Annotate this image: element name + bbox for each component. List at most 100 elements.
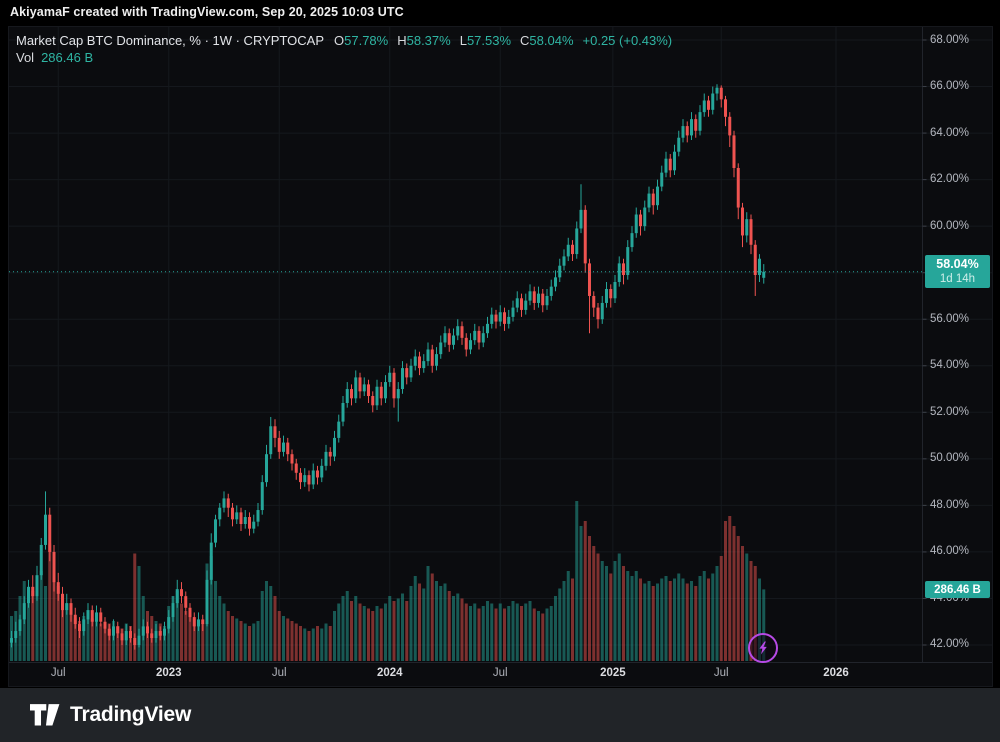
candle-body <box>248 517 251 529</box>
candle-body <box>265 454 268 483</box>
volume-bar <box>452 596 455 661</box>
candle-body <box>163 628 166 636</box>
volume-bar <box>307 631 311 661</box>
volume-bar <box>520 606 523 661</box>
candle-body <box>498 312 502 322</box>
volume-bar <box>605 566 608 661</box>
candle-body <box>175 589 179 604</box>
volume-bar <box>609 573 613 661</box>
volume-bar <box>282 616 285 661</box>
candle-body <box>31 586 35 597</box>
volume-bar <box>260 591 264 661</box>
candle-body <box>222 498 226 508</box>
volume-bar <box>52 553 56 661</box>
candle-body <box>651 193 655 206</box>
volume-bar <box>137 566 141 661</box>
volume-bar <box>719 556 723 661</box>
time-axis-label: 2023 <box>155 667 182 679</box>
candle-body <box>197 619 200 627</box>
volume-bar <box>664 576 668 661</box>
volume-bar <box>494 608 498 661</box>
candle-body <box>515 298 519 308</box>
volume-bar <box>681 578 685 661</box>
volume-legend-row: Vol 286.46 B <box>16 50 672 65</box>
volume-bar <box>724 521 727 661</box>
volume-bar <box>409 586 413 661</box>
volume-bar <box>524 603 528 661</box>
candle-body <box>520 298 523 310</box>
volume-bar <box>668 581 672 661</box>
volume-bar <box>549 606 553 661</box>
volume-axis-badge: 286.46 B <box>925 581 990 598</box>
price-axis-label: 54.00% <box>930 359 970 372</box>
candle-body <box>324 451 328 466</box>
price-axis-label: 48.00% <box>930 498 970 511</box>
ohlc-low: L57.53% <box>459 33 512 48</box>
volume-bar <box>337 603 341 661</box>
volume-bar <box>273 596 277 661</box>
candle-body <box>503 312 506 324</box>
volume-bar <box>532 608 536 661</box>
volume-bar <box>103 626 107 661</box>
volume-bar <box>239 621 243 661</box>
volume-bar <box>741 546 744 661</box>
volume-bar <box>643 583 647 661</box>
volume-bar <box>265 581 268 661</box>
candle-body <box>231 507 234 520</box>
last-price-badge: 58.04% 1d 14h <box>925 255 990 288</box>
volume-bar <box>762 589 766 661</box>
volume-bar <box>56 586 60 661</box>
volume-bar <box>99 623 103 661</box>
candle-body <box>158 631 162 636</box>
volume-bar <box>277 611 281 661</box>
candle-body <box>558 265 562 278</box>
tradingview-brand[interactable]: TradingView <box>70 703 192 726</box>
price-axis-label: 52.00% <box>930 405 970 418</box>
volume-bar <box>426 566 430 661</box>
candle-body <box>528 291 532 301</box>
candle-body <box>435 354 438 366</box>
candle-body <box>477 330 481 343</box>
candle-body <box>354 377 358 399</box>
candle-body <box>107 628 111 636</box>
volume-bar <box>515 603 519 661</box>
tradingview-logo-icon[interactable] <box>30 704 61 726</box>
boost-button[interactable] <box>748 633 778 663</box>
volume-bar <box>690 581 693 661</box>
volume-bar <box>345 591 349 661</box>
candle-body <box>146 626 149 634</box>
symbol-title[interactable]: Market Cap BTC Dominance, % · 1W · CRYPT… <box>16 33 324 48</box>
volume-bar <box>745 553 749 661</box>
bar-countdown: 1d 14h <box>939 273 976 286</box>
candle-body <box>566 244 570 257</box>
candle-body <box>78 624 81 632</box>
candle-body <box>571 244 574 255</box>
candle-body <box>184 596 188 608</box>
volume-bar <box>320 628 324 661</box>
volume-bar <box>167 606 171 661</box>
candle-body <box>239 512 243 524</box>
volume-bar <box>698 576 702 661</box>
candle-body <box>286 442 290 455</box>
volume-bar <box>116 626 120 661</box>
candle-body <box>426 349 430 362</box>
candle-body <box>711 93 715 110</box>
volume-bar <box>294 623 298 661</box>
volume-bar <box>486 601 489 661</box>
volume-bar <box>702 571 706 661</box>
candle-body <box>311 470 315 485</box>
candle-body <box>303 475 307 483</box>
candle-body <box>413 356 417 366</box>
volume-bar <box>31 591 35 661</box>
volume-bar <box>473 603 477 661</box>
price-axis-label: 56.00% <box>930 312 970 325</box>
candle-body <box>736 167 740 208</box>
volume-bar <box>392 601 396 661</box>
attribution-text: AkiyamaF created with TradingView.com, S… <box>10 5 404 19</box>
price-axis-label: 62.00% <box>930 173 970 186</box>
candle-body <box>719 87 723 100</box>
volume-bar <box>405 601 409 661</box>
candle-body <box>205 579 209 625</box>
volume-bar <box>562 581 566 661</box>
